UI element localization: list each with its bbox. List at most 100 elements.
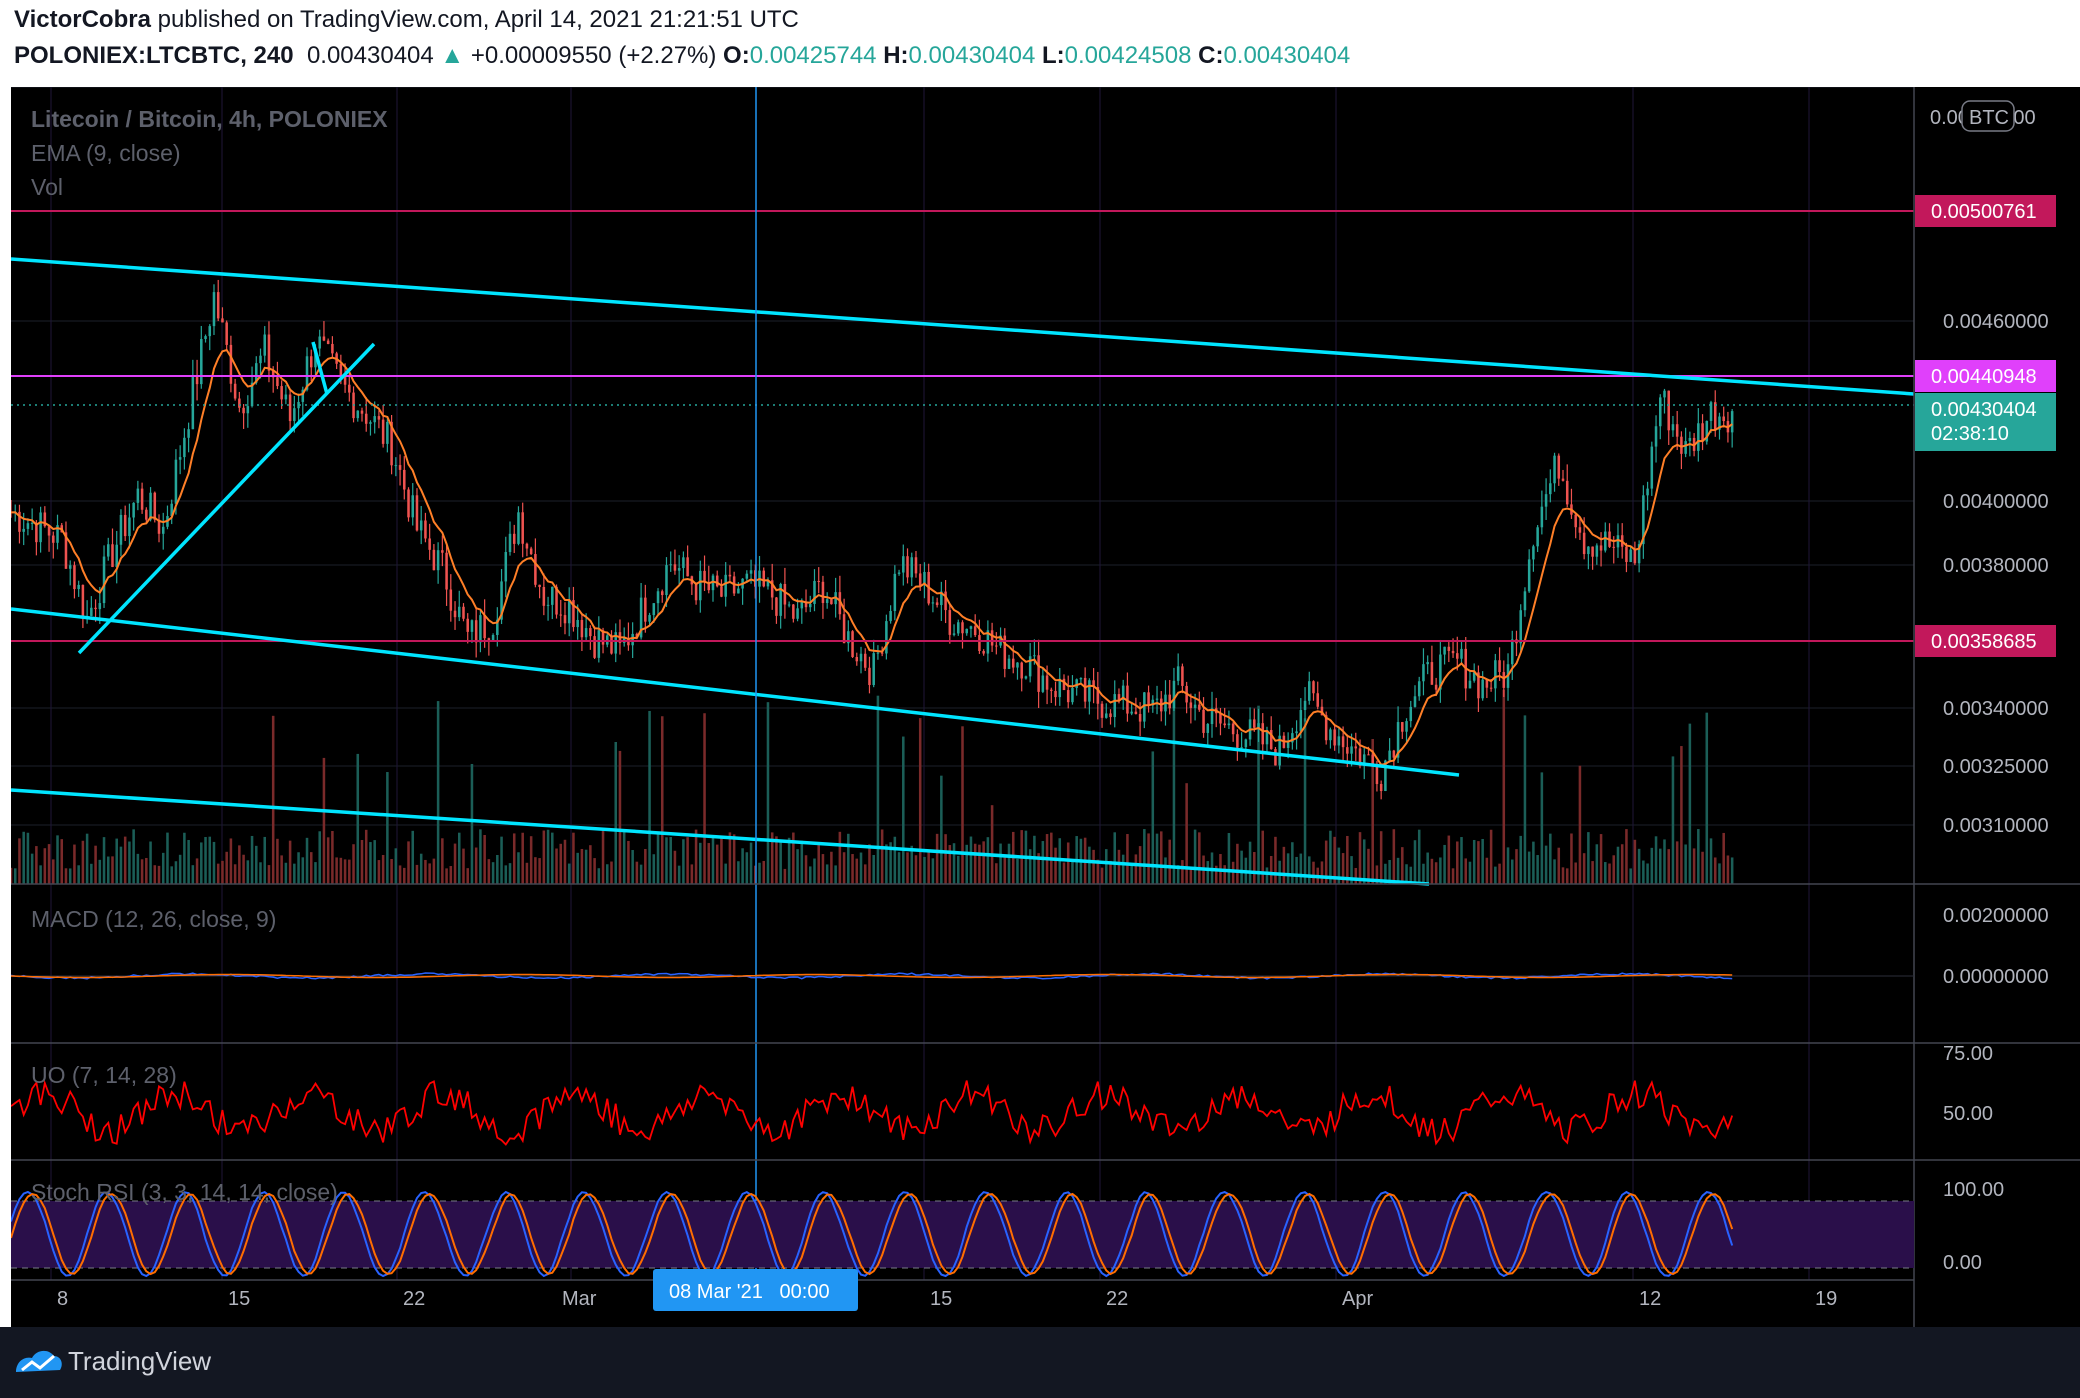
volume-bar [876, 695, 880, 884]
volume-bar [1650, 847, 1654, 884]
candle-body [918, 573, 922, 586]
volume-bar [1346, 835, 1349, 884]
volume-bar [1062, 862, 1066, 884]
volume-bar [394, 848, 398, 884]
ema-line [11, 348, 1733, 766]
candle-body [1642, 495, 1645, 545]
volume-bar [1671, 756, 1675, 884]
tradingview-logo-icon[interactable] [14, 1344, 64, 1378]
volume-bar [1510, 859, 1514, 884]
candle-body [1536, 527, 1539, 547]
volume-bar [339, 857, 343, 884]
volume-bar [715, 844, 719, 884]
volume-bar [644, 849, 647, 884]
volume-bar [157, 865, 161, 884]
candle-body [136, 488, 140, 503]
time-axis[interactable]: 8 15 22 Mar 15 22 Apr 12 19 08 Mar '21 0… [57, 1269, 1837, 1311]
volume-bar [758, 862, 761, 884]
stoch-rsi-legend[interactable]: Stoch RSI (3, 3, 14, 14, close) [31, 1179, 338, 1205]
candle-body [1202, 709, 1205, 733]
volume-bars [11, 689, 1734, 884]
candle-body [348, 384, 351, 393]
candle-body [1730, 411, 1734, 433]
tradingview-brand[interactable]: TradingView [68, 1346, 212, 1376]
volume-bar [690, 864, 694, 884]
volume-bar [1291, 842, 1294, 884]
macd-tick: 0.00000000 [1943, 966, 2049, 988]
candle-body [1130, 711, 1133, 714]
candle-body [1303, 700, 1307, 711]
chart-area[interactable]: Litecoin / Bitcoin, 4h, POLONIEX EMA (9,… [11, 87, 2080, 1327]
volume-bar [656, 831, 660, 884]
volume-bar [1168, 839, 1171, 884]
volume-bar [436, 701, 440, 884]
candle-body [436, 550, 440, 571]
volume-legend[interactable]: Vol [31, 174, 63, 200]
volume-bar [1553, 859, 1556, 884]
price-axis[interactable]: 0.00480000 BTC 0.00460000 0.00400000 0.0… [1915, 100, 2056, 1274]
candle-body [1713, 402, 1717, 430]
volume-bar [914, 855, 918, 884]
candle-body [1198, 704, 1201, 710]
candle-body [880, 652, 884, 654]
volume-trendline[interactable] [11, 788, 1430, 886]
chart-svg[interactable]: Litecoin / Bitcoin, 4h, POLONIEX EMA (9,… [11, 87, 2080, 1327]
volume-bar [1489, 829, 1493, 884]
volume-bar [1066, 842, 1070, 884]
volume-bar [1515, 849, 1518, 884]
volume-bar [35, 846, 38, 884]
candle-body [1519, 610, 1522, 644]
volume-bar [1324, 840, 1328, 884]
candle-body [779, 583, 782, 616]
candle-body [322, 336, 326, 341]
volume-bar [699, 842, 702, 884]
volume-bar [68, 868, 72, 884]
volume-bar [1308, 856, 1311, 884]
footer [0, 1327, 2080, 1398]
volume-bar [551, 832, 554, 884]
candle-body [635, 633, 639, 638]
rising-trendline[interactable] [77, 342, 376, 655]
stoch-tick: 100.00 [1943, 1179, 2004, 1201]
candle-body [1168, 694, 1171, 709]
volume-bar [614, 741, 617, 884]
volume-bar [859, 852, 863, 884]
volume-bar [432, 858, 436, 884]
candle-body [923, 571, 926, 586]
candle-body [1020, 662, 1023, 679]
uo-legend[interactable]: UO (7, 14, 28) [31, 1062, 177, 1088]
trendlines [11, 257, 1915, 886]
candle-body [948, 610, 952, 635]
volume-bar [1599, 834, 1603, 884]
rising-trendline-tail[interactable] [311, 341, 329, 395]
volume-bar [1620, 844, 1624, 884]
candle-body [343, 376, 347, 385]
volume-bar [990, 805, 994, 884]
ema-legend[interactable]: EMA (9, close) [31, 140, 181, 166]
candle-body [825, 599, 829, 603]
candle-body [1083, 677, 1087, 702]
volume-bar [1722, 832, 1725, 884]
candle-body [276, 377, 279, 387]
volume-bar [1388, 859, 1391, 884]
volume-bar [140, 859, 144, 884]
candle-body [1291, 733, 1294, 743]
volume-bar [732, 834, 736, 884]
channel-upper-trendline[interactable] [11, 257, 1915, 396]
volume-bar [728, 832, 732, 884]
volume-bar [847, 833, 850, 884]
candle-body [817, 580, 820, 582]
author-name[interactable]: VictorCobra [14, 6, 151, 33]
channel-lower-trendline[interactable] [11, 607, 1460, 777]
volume-bar [1460, 837, 1463, 884]
candle-body [390, 421, 393, 466]
macd-legend[interactable]: MACD (12, 26, close, 9) [31, 906, 276, 932]
volume-bar [927, 851, 930, 884]
currency-badge[interactable] [1961, 100, 2015, 132]
volume-bar [1498, 863, 1501, 884]
candle-body [508, 533, 512, 553]
volume-bar [170, 866, 173, 884]
volume-bar [1692, 848, 1696, 884]
volume-bar [1206, 861, 1210, 884]
candle-body [1417, 681, 1421, 697]
